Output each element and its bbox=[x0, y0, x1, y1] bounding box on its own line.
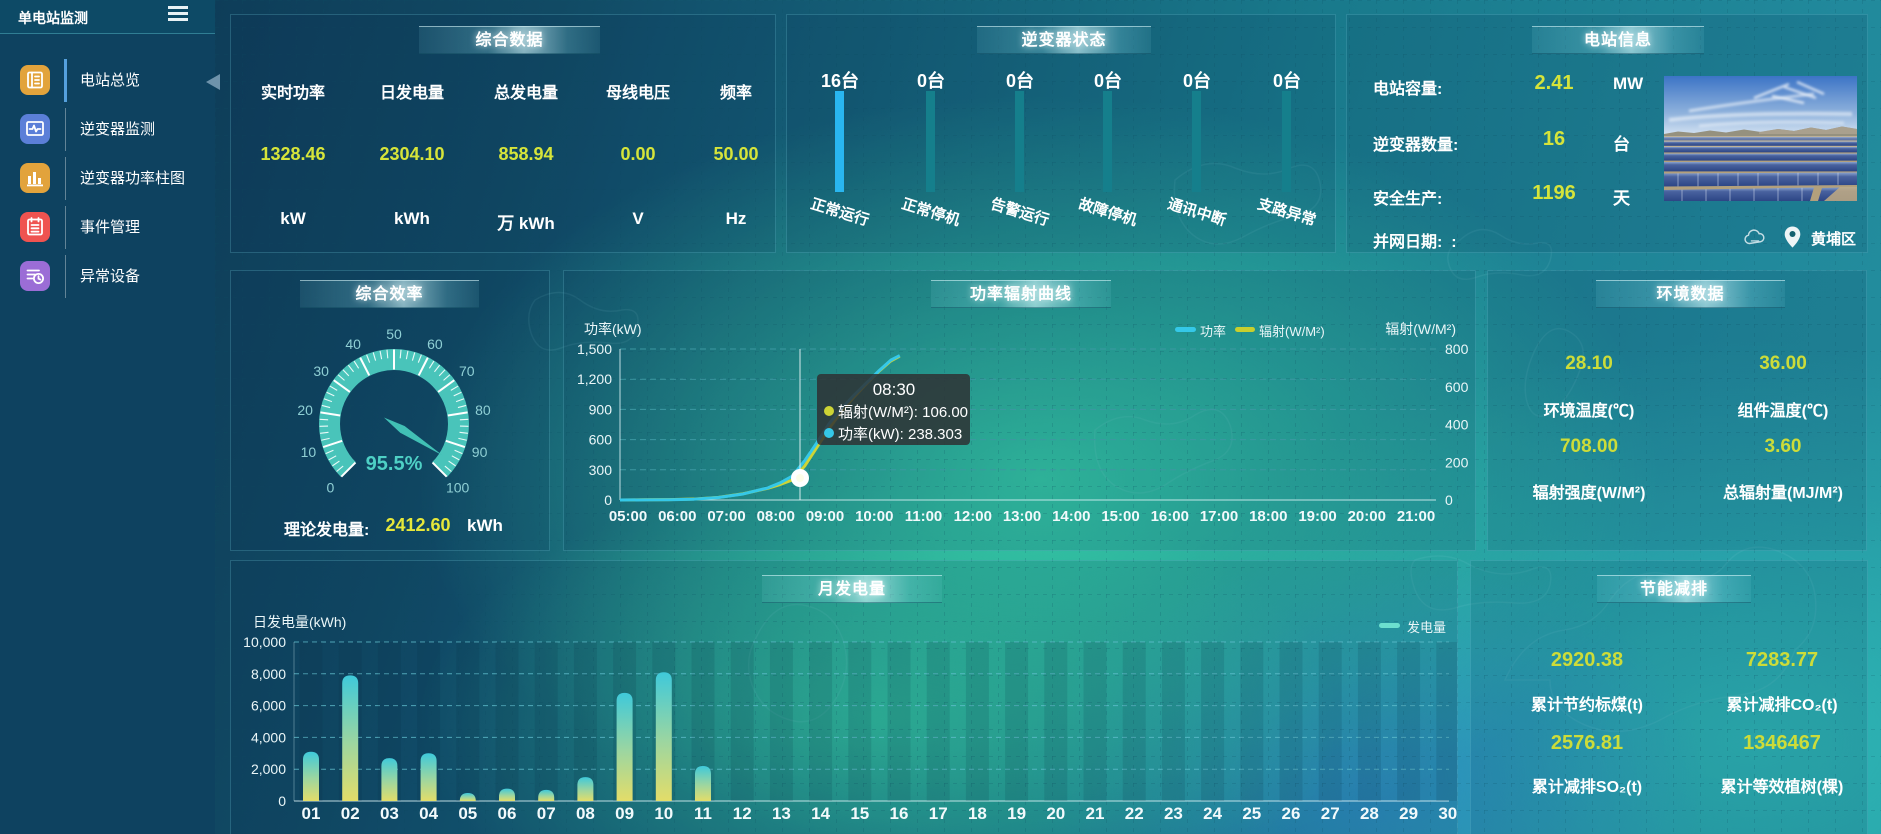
svg-text:日发电量(kWh): 日发电量(kWh) bbox=[253, 614, 346, 630]
svg-text:02: 02 bbox=[341, 804, 360, 823]
svg-text:6,000: 6,000 bbox=[251, 698, 286, 714]
svg-text:14:00: 14:00 bbox=[1052, 508, 1090, 525]
svg-text:40: 40 bbox=[345, 336, 361, 352]
svg-text:1,200: 1,200 bbox=[577, 371, 612, 387]
svg-text:30: 30 bbox=[1438, 804, 1457, 823]
svg-text:20: 20 bbox=[297, 402, 313, 418]
svg-text:15: 15 bbox=[850, 804, 869, 823]
svg-text:90: 90 bbox=[472, 444, 488, 460]
svg-text:2,000: 2,000 bbox=[251, 761, 286, 777]
svg-text:14: 14 bbox=[811, 804, 830, 823]
svg-text:09: 09 bbox=[615, 804, 634, 823]
svg-text:25: 25 bbox=[1242, 804, 1261, 823]
svg-text:26: 26 bbox=[1282, 804, 1301, 823]
svg-text:05:00: 05:00 bbox=[609, 508, 647, 525]
svg-text:1,500: 1,500 bbox=[577, 341, 612, 357]
svg-text:05: 05 bbox=[458, 804, 477, 823]
svg-text:15:00: 15:00 bbox=[1101, 508, 1139, 525]
svg-text:09:00: 09:00 bbox=[806, 508, 844, 525]
svg-text:800: 800 bbox=[1445, 341, 1469, 357]
svg-text:20:00: 20:00 bbox=[1348, 508, 1386, 525]
svg-text:功率(kW): 238.303: 功率(kW): 238.303 bbox=[838, 426, 962, 443]
svg-text:400: 400 bbox=[1445, 417, 1469, 433]
svg-text:22: 22 bbox=[1125, 804, 1144, 823]
svg-text:16: 16 bbox=[890, 804, 909, 823]
svg-text:17: 17 bbox=[929, 804, 948, 823]
svg-text:21:00: 21:00 bbox=[1397, 508, 1435, 525]
svg-text:12:00: 12:00 bbox=[954, 508, 992, 525]
svg-text:19: 19 bbox=[1007, 804, 1026, 823]
svg-text:29: 29 bbox=[1399, 804, 1418, 823]
svg-text:300: 300 bbox=[589, 462, 613, 478]
svg-text:01: 01 bbox=[302, 804, 321, 823]
svg-text:100: 100 bbox=[446, 480, 470, 496]
svg-text:80: 80 bbox=[475, 402, 491, 418]
svg-text:4,000: 4,000 bbox=[251, 729, 286, 745]
svg-text:03: 03 bbox=[380, 804, 399, 823]
svg-text:20: 20 bbox=[1046, 804, 1065, 823]
svg-text:10: 10 bbox=[654, 804, 673, 823]
svg-text:0: 0 bbox=[278, 793, 286, 809]
svg-text:辐射(W/M²): 辐射(W/M²) bbox=[1259, 324, 1325, 339]
svg-text:21: 21 bbox=[1086, 804, 1105, 823]
svg-text:19:00: 19:00 bbox=[1298, 508, 1336, 525]
svg-text:功率: 功率 bbox=[1200, 324, 1226, 339]
svg-text:8,000: 8,000 bbox=[251, 666, 286, 682]
svg-text:11:00: 11:00 bbox=[905, 508, 943, 525]
svg-text:17:00: 17:00 bbox=[1200, 508, 1238, 525]
svg-text:18: 18 bbox=[968, 804, 987, 823]
svg-text:13: 13 bbox=[772, 804, 791, 823]
svg-text:13:00: 13:00 bbox=[1003, 508, 1041, 525]
svg-text:600: 600 bbox=[589, 432, 613, 448]
svg-text:辐射(W/M²): 辐射(W/M²) bbox=[1385, 321, 1456, 337]
svg-text:27: 27 bbox=[1321, 804, 1340, 823]
svg-text:10: 10 bbox=[301, 444, 317, 460]
svg-text:06:00: 06:00 bbox=[658, 508, 696, 525]
svg-text:07: 07 bbox=[537, 804, 556, 823]
svg-text:30: 30 bbox=[313, 363, 329, 379]
svg-text:16:00: 16:00 bbox=[1151, 508, 1189, 525]
svg-text:08:30: 08:30 bbox=[873, 380, 916, 399]
svg-text:18:00: 18:00 bbox=[1249, 508, 1287, 525]
svg-text:24: 24 bbox=[1203, 804, 1222, 823]
svg-text:0: 0 bbox=[326, 480, 334, 496]
svg-text:10,000: 10,000 bbox=[243, 634, 286, 650]
svg-text:12: 12 bbox=[733, 804, 752, 823]
svg-text:200: 200 bbox=[1445, 454, 1469, 470]
svg-text:10:00: 10:00 bbox=[855, 508, 893, 525]
svg-text:50: 50 bbox=[386, 326, 402, 342]
svg-text:60: 60 bbox=[427, 336, 443, 352]
svg-text:07:00: 07:00 bbox=[707, 508, 745, 525]
svg-text:辐射(W/M²): 106.00: 辐射(W/M²): 106.00 bbox=[838, 404, 968, 421]
svg-text:功率(kW): 功率(kW) bbox=[584, 321, 642, 337]
svg-text:70: 70 bbox=[459, 363, 475, 379]
svg-text:600: 600 bbox=[1445, 379, 1469, 395]
svg-text:28: 28 bbox=[1360, 804, 1379, 823]
svg-text:0: 0 bbox=[604, 492, 612, 508]
svg-text:08:00: 08:00 bbox=[757, 508, 795, 525]
svg-text:06: 06 bbox=[498, 804, 517, 823]
svg-text:发电量: 发电量 bbox=[1407, 620, 1446, 635]
svg-text:11: 11 bbox=[694, 804, 712, 823]
svg-text:04: 04 bbox=[419, 804, 438, 823]
svg-text:0: 0 bbox=[1445, 492, 1453, 508]
svg-text:08: 08 bbox=[576, 804, 595, 823]
svg-text:900: 900 bbox=[589, 401, 613, 417]
svg-text:23: 23 bbox=[1164, 804, 1183, 823]
